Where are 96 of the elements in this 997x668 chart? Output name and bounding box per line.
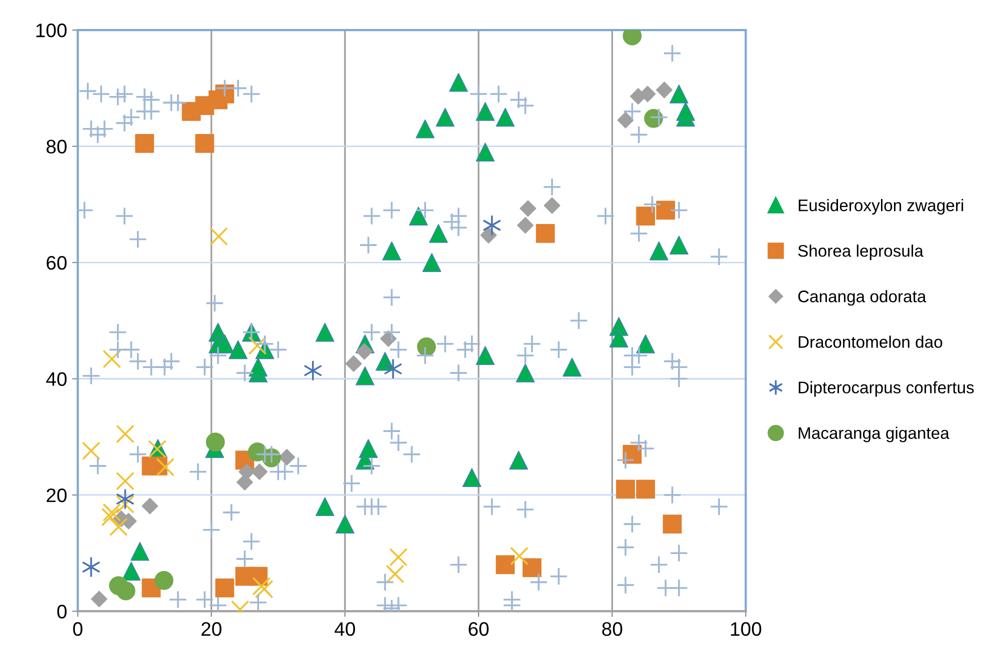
point bbox=[135, 134, 154, 153]
point bbox=[356, 366, 374, 386]
legend-label: Macaranga gigantea bbox=[798, 426, 950, 442]
point bbox=[662, 514, 682, 534]
x-tick-label: 60 bbox=[468, 622, 489, 636]
point bbox=[636, 480, 656, 499]
point bbox=[483, 215, 501, 236]
legend-label: Shorea leprosula bbox=[798, 244, 924, 260]
point bbox=[254, 580, 274, 598]
y-tick-label: 20 bbox=[46, 488, 67, 502]
point bbox=[636, 206, 656, 226]
point bbox=[102, 503, 122, 522]
point bbox=[248, 358, 268, 377]
x-tick-label: 80 bbox=[602, 622, 622, 636]
point bbox=[315, 322, 334, 342]
point bbox=[462, 468, 482, 487]
point bbox=[496, 108, 515, 127]
point bbox=[476, 346, 495, 365]
point bbox=[386, 564, 404, 584]
point bbox=[636, 334, 656, 354]
point bbox=[116, 424, 134, 444]
legend-label: Dipterocarpus confertus bbox=[798, 381, 974, 397]
point bbox=[315, 497, 334, 516]
point bbox=[509, 450, 528, 470]
point bbox=[562, 358, 582, 377]
point bbox=[90, 590, 108, 608]
point bbox=[536, 224, 555, 243]
point bbox=[101, 508, 120, 526]
point bbox=[516, 363, 535, 382]
point bbox=[116, 581, 136, 600]
point bbox=[670, 84, 688, 104]
point bbox=[278, 448, 296, 466]
x-tick-label: 0 bbox=[73, 622, 82, 636]
point bbox=[480, 226, 497, 244]
point bbox=[130, 542, 150, 561]
point bbox=[676, 102, 696, 121]
point bbox=[476, 102, 495, 121]
point bbox=[416, 119, 435, 138]
point bbox=[670, 236, 688, 255]
point bbox=[304, 360, 322, 381]
point bbox=[215, 334, 234, 354]
point bbox=[422, 253, 442, 272]
legend-label: Dracontomelon dao bbox=[798, 336, 942, 348]
point bbox=[215, 578, 234, 598]
y-tick-label: 0 bbox=[57, 604, 67, 618]
point bbox=[228, 340, 248, 360]
point bbox=[449, 72, 468, 92]
point bbox=[82, 557, 100, 577]
point bbox=[384, 358, 402, 379]
point bbox=[195, 134, 214, 153]
point bbox=[336, 514, 354, 534]
point bbox=[389, 548, 408, 566]
x-tick-label: 40 bbox=[334, 622, 356, 636]
point bbox=[496, 555, 515, 574]
point bbox=[522, 558, 542, 578]
point bbox=[209, 227, 228, 246]
point bbox=[251, 463, 268, 480]
point bbox=[116, 472, 134, 490]
point bbox=[206, 432, 225, 452]
point bbox=[609, 328, 628, 348]
point bbox=[617, 112, 634, 128]
point bbox=[116, 489, 134, 509]
point bbox=[109, 518, 128, 536]
point bbox=[154, 570, 174, 590]
point bbox=[649, 241, 668, 260]
point bbox=[102, 350, 122, 368]
point bbox=[436, 108, 455, 127]
y-tick-label: 40 bbox=[46, 372, 67, 386]
point bbox=[476, 142, 495, 162]
point bbox=[520, 200, 536, 217]
point bbox=[429, 224, 448, 243]
point bbox=[656, 82, 673, 98]
point bbox=[382, 241, 402, 260]
point bbox=[122, 562, 141, 581]
point bbox=[142, 498, 158, 514]
legend-label: Eusideroxylon zwageri bbox=[798, 199, 964, 215]
point bbox=[82, 442, 100, 460]
point bbox=[345, 355, 362, 372]
y-tick-label: 80 bbox=[46, 140, 67, 154]
point bbox=[656, 200, 676, 220]
point bbox=[156, 458, 175, 476]
point bbox=[616, 480, 635, 499]
x-tick-label: 100 bbox=[731, 622, 762, 636]
point bbox=[356, 343, 373, 360]
point bbox=[116, 495, 134, 514]
x-tick-label: 20 bbox=[202, 622, 222, 636]
point bbox=[408, 206, 428, 226]
point bbox=[517, 217, 534, 234]
point bbox=[510, 546, 529, 566]
y-tick-label: 60 bbox=[46, 256, 67, 270]
legend-label: Cananga odorata bbox=[798, 290, 926, 306]
y-tick-label: 100 bbox=[36, 24, 67, 38]
point bbox=[358, 439, 378, 458]
point bbox=[248, 336, 267, 355]
point bbox=[252, 576, 271, 596]
point bbox=[544, 197, 560, 214]
